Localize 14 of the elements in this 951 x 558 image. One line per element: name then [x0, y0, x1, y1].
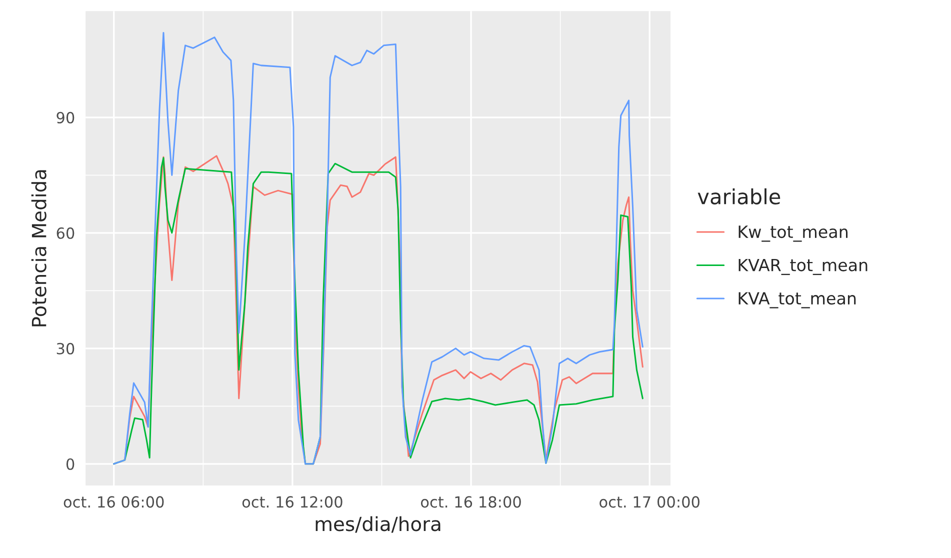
legend-title: variable — [698, 188, 780, 204]
x-tick-label: oct. 16 18:00 — [420, 496, 521, 508]
legend-label: Kw_tot_mean — [738, 226, 848, 242]
y-tick-label: 30 — [56, 342, 74, 354]
y-tick-label: 0 — [66, 458, 74, 470]
x-axis-title: mes/dia/hora — [316, 516, 440, 533]
x-tick-label: oct. 17 00:00 — [600, 496, 700, 508]
y-tick-label: 90 — [56, 112, 74, 124]
legend-label: KVAR_tot_mean — [738, 258, 868, 276]
y-tick-label: 60 — [56, 227, 74, 239]
y-axis-title: Potencia Medida — [31, 170, 46, 326]
legend-label: KVA_tot_mean — [738, 292, 856, 308]
x-tick-label: oct. 16 06:00 — [64, 496, 164, 508]
x-tick-label: oct. 16 12:00 — [242, 496, 342, 508]
